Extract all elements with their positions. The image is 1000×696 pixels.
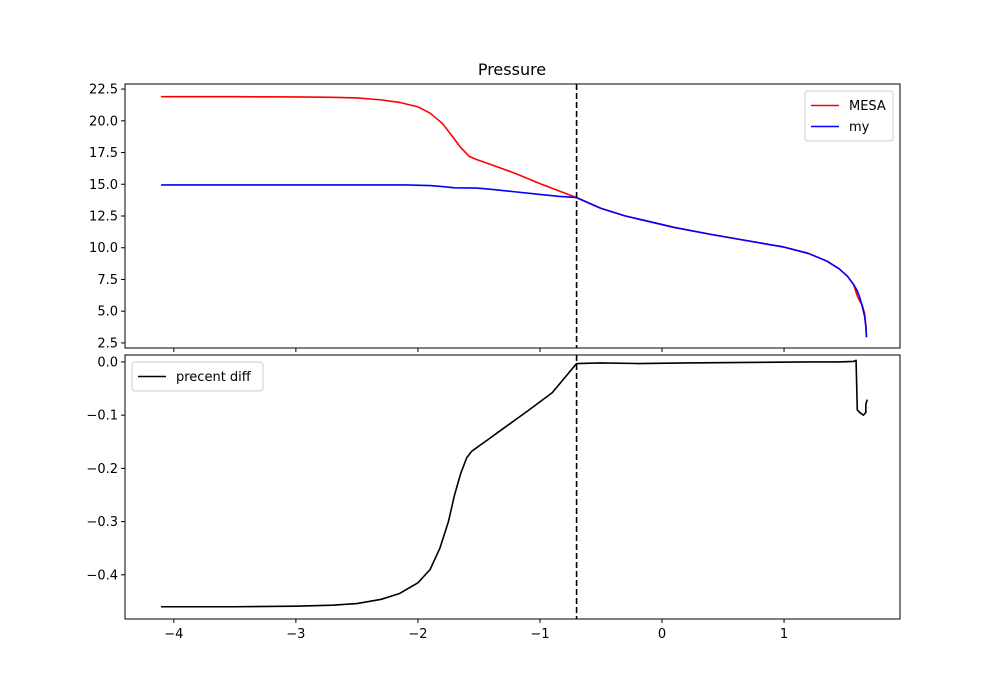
percent-diff-xtick-label: −4 bbox=[164, 627, 183, 642]
percent-diff-ytick-label: −0.1 bbox=[86, 409, 118, 424]
pressure-legend-label: MESA bbox=[849, 99, 886, 114]
percent-diff-legend-label: precent diff bbox=[176, 370, 252, 385]
percent-diff-ytick-label: −0.4 bbox=[86, 568, 118, 583]
pressure-panel: Pressure 2.5 5.0 7.5 10.0 12.5 15.0 17.5 20.0 22… bbox=[89, 60, 901, 352]
pressure-legend: MESA my bbox=[804, 90, 894, 142]
percent-diff-xtick-label: 1 bbox=[780, 627, 788, 642]
percent-diff-axes: −0.4 −0.3 −0.2 −0.1 0.0 −4 −3 −2 −1 0 1 bbox=[86, 354, 901, 642]
percent-diff-xtick-label: −3 bbox=[286, 627, 305, 642]
pressure-ytick-label: 12.5 bbox=[89, 210, 118, 225]
percent-diff-panel: −0.4 −0.3 −0.2 −0.1 0.0 −4 −3 −2 −1 0 1 precent di… bbox=[86, 354, 901, 642]
percent-diff-axes-frame bbox=[124, 354, 901, 620]
pressure-plot-area bbox=[160, 84, 868, 348]
percent-diff-xtick-label: −1 bbox=[530, 627, 549, 642]
percent-diff-legend-box bbox=[131, 361, 264, 392]
pressure-ytick-label: 10.0 bbox=[89, 241, 118, 256]
percent-diff-ytick-label: −0.3 bbox=[86, 515, 118, 530]
pressure-ytick-label: 20.0 bbox=[89, 114, 118, 129]
pressure-ytick-label: 7.5 bbox=[97, 273, 118, 288]
pressure-series-line-my bbox=[160, 184, 868, 338]
pressure-legend-label: my bbox=[849, 120, 870, 135]
percent-diff-ytick-label: −0.2 bbox=[86, 462, 118, 477]
percent-diff-xtick-label: −2 bbox=[408, 627, 427, 642]
percent-diff-legend: precent diff bbox=[131, 361, 264, 392]
percent-diff-series-group bbox=[160, 355, 868, 619]
pressure-axes: 2.5 5.0 7.5 10.0 12.5 15.0 17.5 20.0 22.5 bbox=[89, 83, 901, 352]
pressure-ytick-label: 22.5 bbox=[89, 83, 118, 98]
percent-diff-xtick-label: 0 bbox=[658, 627, 666, 642]
percent-diff-ytick-label: 0.0 bbox=[97, 355, 118, 370]
percent-diff-series-line-precent-diff bbox=[160, 359, 868, 608]
pressure-ytick-label: 15.0 bbox=[89, 178, 118, 193]
pressure-legend-box bbox=[804, 90, 894, 142]
pressure-ytick-label: 5.0 bbox=[97, 305, 118, 320]
chart-title: Pressure bbox=[478, 60, 546, 79]
pressure-ytick-label: 17.5 bbox=[89, 146, 118, 161]
percent-diff-plot-area bbox=[160, 355, 868, 619]
pressure-ytick-label: 2.5 bbox=[97, 336, 118, 351]
pressure-series-group bbox=[160, 84, 868, 348]
